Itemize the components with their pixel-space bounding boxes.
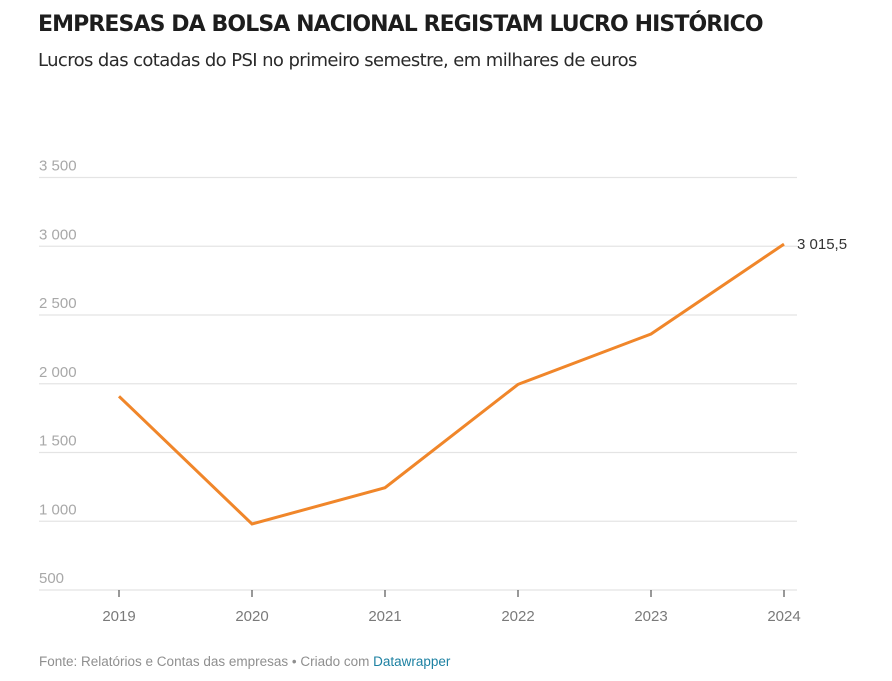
y-tick-label: 3 000 xyxy=(39,226,77,243)
y-tick-label: 500 xyxy=(39,570,64,587)
y-tick-label: 3 500 xyxy=(39,158,77,175)
gridlines xyxy=(39,176,797,591)
y-tick-label: 2 500 xyxy=(39,295,77,312)
footer-separator: • xyxy=(288,654,301,669)
x-tick-label: 2024 xyxy=(767,608,800,625)
chart-title: EMPRESAS DA BOLSA NACIONAL REGISTAM LUCR… xyxy=(38,12,764,37)
created-with-text: Criado com xyxy=(300,654,374,669)
chart-footer: Fonte: Relatórios e Contas das empresas … xyxy=(39,654,450,669)
x-axis: 2019 2020 2021 2022 2023 2024 xyxy=(102,590,801,625)
y-tick-label: 2 000 xyxy=(39,364,77,381)
x-tick-label: 2022 xyxy=(501,608,534,625)
source-note: Fonte: Relatórios e Contas das empresas xyxy=(39,654,289,669)
y-axis-labels: 500 1 000 1 500 2 000 2 500 3 000 3 500 xyxy=(39,158,77,588)
datawrapper-link[interactable]: Datawrapper xyxy=(373,654,451,669)
profit-line xyxy=(117,242,785,526)
last-value-label: 3 015,5 xyxy=(797,236,847,253)
x-tick-label: 2021 xyxy=(368,608,401,625)
y-tick-label: 1 000 xyxy=(39,501,77,518)
x-tick-label: 2019 xyxy=(102,608,135,625)
x-tick-label: 2023 xyxy=(634,608,667,625)
x-tick-label: 2020 xyxy=(235,608,268,625)
y-tick-label: 1 500 xyxy=(39,433,77,450)
chart-subtitle: Lucros das cotadas do PSI no primeiro se… xyxy=(38,50,637,71)
